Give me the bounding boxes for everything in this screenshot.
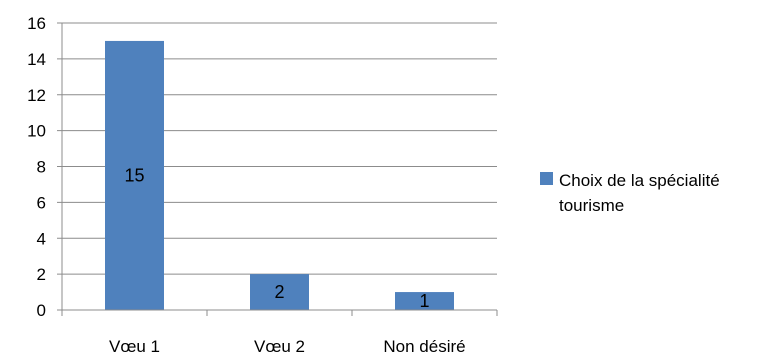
x-tick-label: Vœu 1 — [109, 337, 160, 356]
legend-swatch — [540, 172, 553, 185]
data-label: 1 — [419, 291, 429, 311]
y-tick-label: 12 — [27, 86, 46, 105]
y-tick-label: 14 — [27, 50, 46, 69]
data-label: 15 — [124, 165, 144, 185]
bar — [250, 274, 309, 310]
bars — [105, 40, 454, 310]
axes — [61, 23, 498, 316]
legend-label: Choix de la spécialité tourisme — [559, 171, 720, 215]
data-labels: 152 1 — [124, 165, 429, 311]
y-tick-label: 2 — [37, 265, 46, 284]
y-axis-tick-labels: 0 2 4 6 8 10 12 14 16 — [27, 14, 46, 320]
legend: Choix de la spécialité tourisme — [540, 168, 760, 218]
y-tick-label: 10 — [27, 122, 46, 141]
data-label: 2 — [274, 282, 284, 302]
x-axis-tick-labels: Vœu 1 Vœu 2 Non désiré — [109, 337, 466, 356]
y-tick-label: 8 — [37, 158, 46, 177]
x-tick-label: Vœu 2 — [254, 337, 305, 356]
y-tick-label: 16 — [27, 14, 46, 33]
bar — [105, 40, 164, 310]
y-tick-label: 0 — [37, 301, 46, 320]
x-tick-label: Non désiré — [383, 337, 465, 356]
bar — [395, 292, 454, 310]
y-tick-label: 4 — [37, 229, 46, 248]
y-tick-label: 6 — [37, 193, 46, 212]
